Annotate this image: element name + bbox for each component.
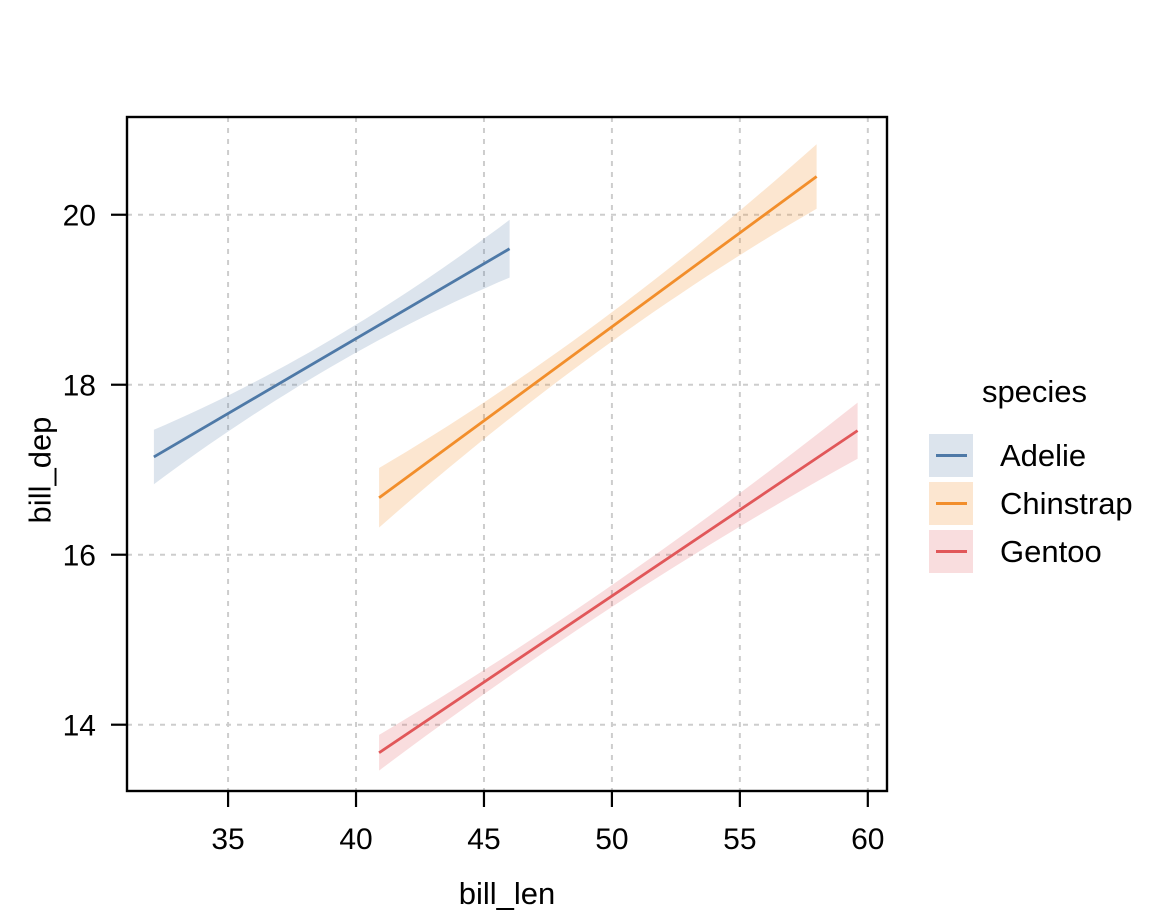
x-tick-label-60: 60 bbox=[851, 823, 884, 856]
legend-label-chinstrap: Chinstrap bbox=[1000, 486, 1133, 521]
x-tick-label-35: 35 bbox=[211, 823, 244, 856]
legend-title: species bbox=[981, 374, 1088, 409]
y-axis-title: bill_dep bbox=[22, 416, 58, 524]
x-tick-label-55: 55 bbox=[723, 823, 756, 856]
legend-label-adelie: Adelie bbox=[1000, 438, 1087, 473]
legend-key-line-adelie bbox=[935, 454, 967, 457]
legend: species Adelie Chinstrap Gentoo bbox=[929, 376, 1140, 578]
panel-border bbox=[125, 115, 889, 793]
x-tick-label-50: 50 bbox=[595, 823, 628, 856]
y-tick-label-14: 14 bbox=[63, 710, 96, 743]
x-axis-title: bill_len bbox=[458, 876, 556, 911]
legend-key-swatch-chinstrap bbox=[929, 482, 973, 525]
y-tick-label-16: 16 bbox=[63, 540, 96, 573]
y-tick-label-20: 20 bbox=[63, 200, 96, 233]
regression-line-adelie bbox=[153, 247, 511, 459]
legend-entry-chinstrap: Chinstrap bbox=[929, 482, 1140, 525]
x-tick-label-40: 40 bbox=[339, 823, 372, 856]
legend-key-line-chinstrap bbox=[935, 502, 967, 505]
panel-background bbox=[127, 117, 887, 791]
legend-key-swatch-adelie bbox=[929, 434, 973, 477]
legend-key-line-gentoo bbox=[935, 550, 967, 553]
confidence-band-gentoo bbox=[379, 402, 858, 771]
y-tick-label-18: 18 bbox=[63, 370, 96, 403]
x-tick-label-45: 45 bbox=[467, 823, 500, 856]
regression-line-chinstrap bbox=[378, 175, 818, 499]
legend-key-swatch-gentoo bbox=[929, 530, 973, 573]
legend-label-gentoo: Gentoo bbox=[1000, 534, 1102, 569]
regression-line-gentoo bbox=[378, 429, 859, 754]
legend-entry-adelie: Adelie bbox=[929, 434, 1140, 477]
legend-entry-gentoo: Gentoo bbox=[929, 530, 1140, 573]
